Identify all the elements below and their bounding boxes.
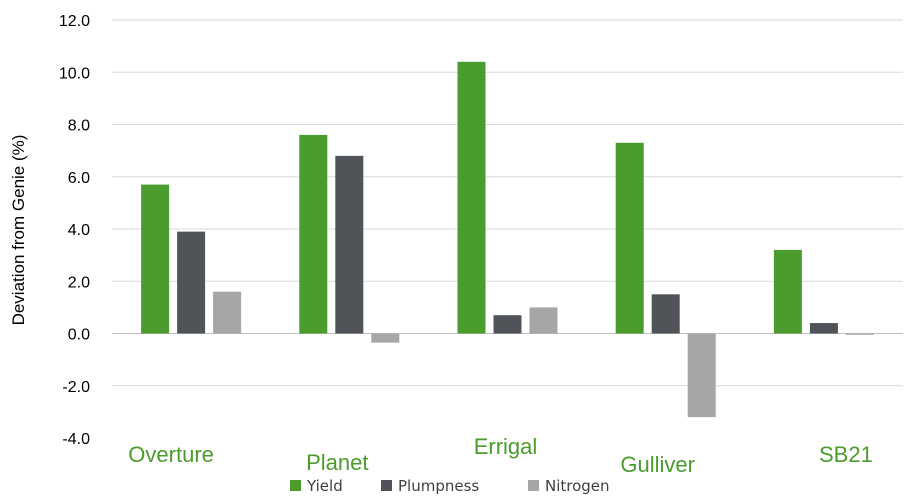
y-tick-label: 0.0 <box>68 327 90 344</box>
bar-plumpness-sb21 <box>809 323 838 334</box>
legend-label-plumpness: Plumpness <box>398 477 479 495</box>
bar-nitrogen-errigal <box>529 307 558 334</box>
legend-swatch-plumpness <box>381 480 392 491</box>
y-tick-label: 2.0 <box>68 274 90 291</box>
y-tick-label: 10.0 <box>59 65 90 82</box>
bar-nitrogen-overture <box>213 291 242 334</box>
bar-yield-errigal <box>457 61 486 334</box>
category-label: Overture <box>128 442 214 467</box>
bar-yield-gulliver <box>615 142 644 334</box>
bars <box>141 61 874 418</box>
bar-plumpness-errigal <box>493 315 522 334</box>
y-tick-label: -4.0 <box>62 431 90 448</box>
category-labels: Overture Planet Errigal Gulliver SB21 <box>128 434 873 477</box>
legend-swatch-nitrogen <box>528 480 539 491</box>
bar-nitrogen-sb21 <box>845 333 874 335</box>
bar-yield-overture <box>141 184 170 334</box>
category-label: Planet <box>306 450 368 475</box>
category-label: Gulliver <box>620 452 695 477</box>
y-tick-label: 12.0 <box>59 13 90 30</box>
y-tick-label: 8.0 <box>68 118 90 135</box>
y-tick-label: -2.0 <box>62 379 90 396</box>
legend: Yield Plumpness Nitrogen <box>290 477 610 495</box>
bar-plumpness-gulliver <box>651 294 680 334</box>
bar-nitrogen-planet <box>371 333 400 343</box>
bar-plumpness-overture <box>177 231 206 334</box>
y-tick-label: 6.0 <box>68 170 90 187</box>
y-axis-ticks: 12.0 10.0 8.0 6.0 4.0 2.0 0.0 -2.0 -4.0 <box>59 13 90 448</box>
legend-label-nitrogen: Nitrogen <box>545 477 610 495</box>
y-axis-label: Deviation from Genie (%) <box>9 135 28 326</box>
bar-nitrogen-gulliver <box>687 333 716 418</box>
y-tick-label: 4.0 <box>68 222 90 239</box>
category-label: Errigal <box>474 434 538 459</box>
gridlines <box>112 19 903 387</box>
bar-yield-planet <box>299 134 328 334</box>
bar-yield-sb21 <box>773 249 802 334</box>
legend-swatch-yield <box>290 480 301 491</box>
bar-plumpness-planet <box>335 155 364 334</box>
legend-label-yield: Yield <box>306 477 343 495</box>
category-label: SB21 <box>819 442 873 467</box>
